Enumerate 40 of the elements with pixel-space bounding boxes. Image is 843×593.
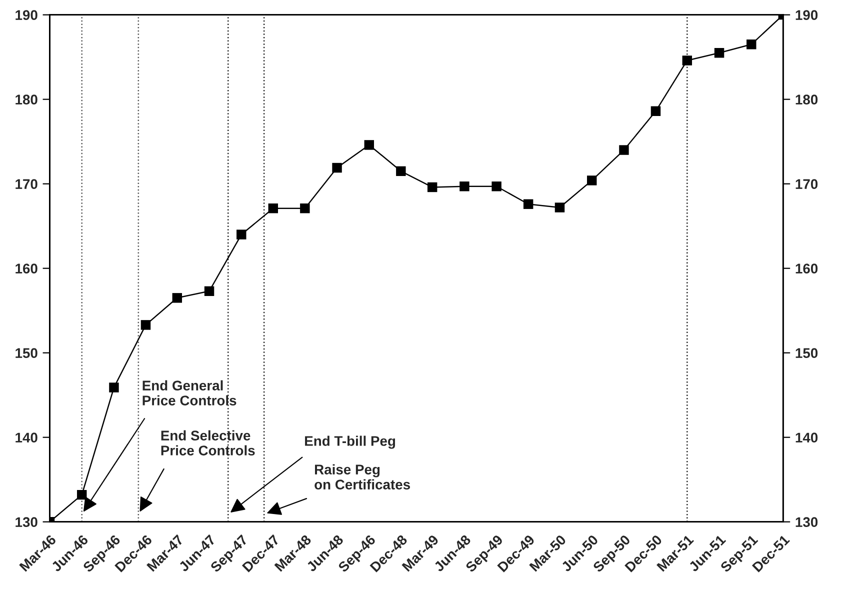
point (172, 293, 182, 303)
y2-tick-label: 130 (796, 517, 818, 528)
point (714, 48, 724, 58)
ref-line-label: End General Price Controls (142, 380, 236, 406)
point (650, 106, 661, 116)
point (460, 182, 470, 192)
point (682, 56, 692, 66)
point (268, 203, 278, 214)
point (332, 162, 342, 173)
point (396, 166, 406, 176)
point (427, 182, 438, 192)
y-tick-label: 150 (16, 348, 38, 358)
point (204, 286, 214, 296)
point (76, 490, 87, 500)
point (492, 182, 502, 192)
y-tick-label: 130 (16, 517, 38, 528)
point (236, 230, 246, 240)
point (300, 203, 310, 214)
point (619, 145, 629, 155)
point (364, 140, 374, 150)
y-tick-label: 190 (16, 10, 38, 20)
y-tick-label: 180 (16, 94, 38, 104)
y2-tick-label: 170 (796, 179, 818, 189)
point (140, 320, 151, 330)
y2-tick-label: 140 (796, 432, 818, 443)
point (109, 382, 119, 392)
point (523, 199, 534, 209)
ref-line-label: End T-bill Peg (305, 436, 396, 449)
point (554, 202, 565, 212)
y2-tick-label: 150 (796, 348, 818, 358)
y-tick-label: 160 (16, 264, 38, 274)
ref-line-label: Raise Peg on Certificates (314, 464, 410, 490)
y-tick-label: 170 (16, 179, 38, 189)
y2-tick-label: 180 (796, 94, 818, 104)
point (586, 176, 597, 186)
y2-tick-label: 160 (796, 264, 818, 274)
y2-tick-label: 190 (796, 10, 818, 20)
y-tick-label: 140 (16, 432, 38, 443)
point (746, 40, 756, 50)
ref-line-label: End Selective Price Controls (161, 430, 255, 456)
